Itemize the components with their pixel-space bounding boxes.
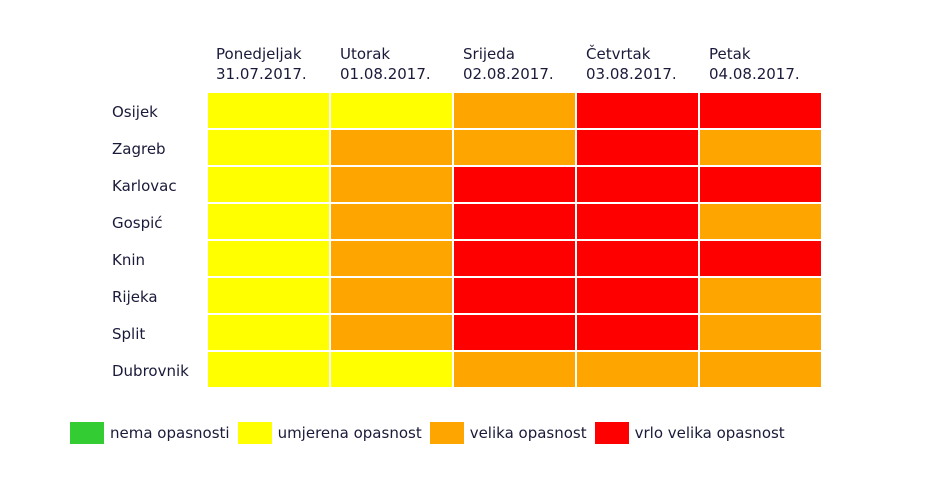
column-date: 01.08.2017. xyxy=(340,65,431,83)
legend-swatch xyxy=(594,422,629,444)
heatmap-cell xyxy=(577,130,698,165)
legend-item-very-high: vrlo velika opasnost xyxy=(594,422,793,444)
heatmap-cell xyxy=(454,204,575,239)
heatmap-cell xyxy=(331,241,452,276)
row-label-zagreb: Zagreb xyxy=(112,140,166,158)
heatmap-cell xyxy=(208,130,329,165)
heatmap-cell xyxy=(700,167,821,202)
heatmap-cell xyxy=(700,130,821,165)
heatmap-cell xyxy=(454,130,575,165)
column-day: Petak xyxy=(709,45,751,63)
heatmap-cell xyxy=(331,130,452,165)
heatmap-cell xyxy=(700,352,821,387)
legend-swatch xyxy=(429,422,464,444)
legend: nema opasnosti umjerena opasnost velika … xyxy=(70,421,793,445)
column-header-monday: Ponedjeljak 31.07.2017. xyxy=(216,44,307,84)
column-date: 03.08.2017. xyxy=(586,65,677,83)
legend-swatch xyxy=(70,422,104,444)
heatmap-cell xyxy=(700,204,821,239)
legend-item-moderate: umjerena opasnost xyxy=(237,422,430,444)
heatmap-cell xyxy=(577,278,698,313)
heatmap-cell xyxy=(577,352,698,387)
heatmap-cell xyxy=(331,93,452,128)
column-header-friday: Petak 04.08.2017. xyxy=(709,44,800,84)
column-date: 02.08.2017. xyxy=(463,65,554,83)
heatmap-cell xyxy=(208,204,329,239)
row-label-gospic: Gospić xyxy=(112,214,163,232)
column-day: Četvrtak xyxy=(586,45,651,63)
heatmap-cell xyxy=(454,278,575,313)
column-day: Srijeda xyxy=(463,45,515,63)
heatmap-cell xyxy=(577,241,698,276)
heatmap-cell xyxy=(208,167,329,202)
column-day: Utorak xyxy=(340,45,391,63)
legend-swatch xyxy=(237,422,272,444)
heatmap-cell xyxy=(208,352,329,387)
column-date: 31.07.2017. xyxy=(216,65,307,83)
legend-label: vrlo velika opasnost xyxy=(634,424,785,442)
heatmap-cell xyxy=(454,241,575,276)
heatmap-cell xyxy=(331,167,452,202)
column-day: Ponedjeljak xyxy=(216,45,302,63)
heatmap-cell xyxy=(577,93,698,128)
heatmap-cell xyxy=(454,315,575,350)
heatmap-cell xyxy=(700,278,821,313)
heatmap-cell xyxy=(208,241,329,276)
row-label-osijek: Osijek xyxy=(112,103,158,121)
heatmap-cell xyxy=(331,315,452,350)
heatmap-cell xyxy=(331,204,452,239)
column-date: 04.08.2017. xyxy=(709,65,800,83)
heatmap-cell xyxy=(454,167,575,202)
heatmap-cell xyxy=(700,315,821,350)
heatmap-cell xyxy=(700,241,821,276)
row-label-split: Split xyxy=(112,325,146,343)
legend-label: nema opasnosti xyxy=(110,424,230,442)
legend-item-high: velika opasnost xyxy=(429,422,595,444)
column-header-thursday: Četvrtak 03.08.2017. xyxy=(586,44,677,84)
heatmap-cell xyxy=(454,93,575,128)
legend-label: velika opasnost xyxy=(469,424,587,442)
heatmap-cell xyxy=(331,278,452,313)
heatmap-cell xyxy=(208,315,329,350)
row-label-dubrovnik: Dubrovnik xyxy=(112,362,189,380)
column-header-wednesday: Srijeda 02.08.2017. xyxy=(463,44,554,84)
row-label-rijeka: Rijeka xyxy=(112,288,158,306)
row-label-knin: Knin xyxy=(112,251,146,269)
heatmap-cell xyxy=(577,315,698,350)
heatmap-cell xyxy=(454,352,575,387)
column-header-tuesday: Utorak 01.08.2017. xyxy=(340,44,431,84)
heatmap-cell xyxy=(331,352,452,387)
row-label-karlovac: Karlovac xyxy=(112,177,177,195)
heatmap-cell xyxy=(208,278,329,313)
heatmap-cell xyxy=(577,167,698,202)
heatmap-cell xyxy=(700,93,821,128)
heatmap-cell xyxy=(577,204,698,239)
legend-label: umjerena opasnost xyxy=(277,424,422,442)
legend-item-none: nema opasnosti xyxy=(70,422,238,444)
heatmap-cell xyxy=(208,93,329,128)
